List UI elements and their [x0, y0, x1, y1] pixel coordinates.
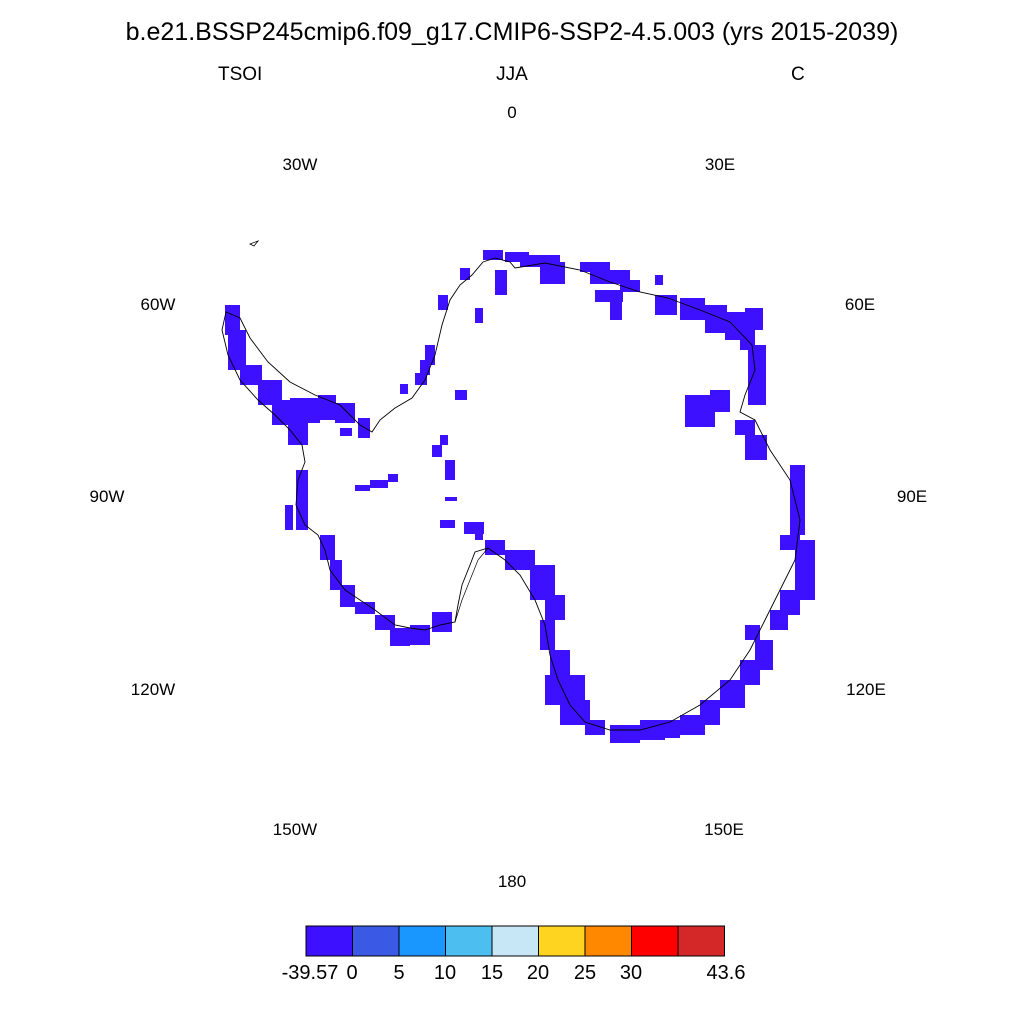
- tsoi-field-cell: [655, 295, 677, 315]
- tsoi-field-cell: [288, 420, 308, 445]
- tsoi-field-cell: [483, 250, 503, 260]
- lon-label-120w: 120W: [130, 680, 176, 699]
- tsoi-field-cell: [735, 420, 755, 435]
- tsoi-field-cell: [445, 497, 457, 501]
- lon-label-90e: 90E: [896, 487, 928, 506]
- tsoi-field-cell: [545, 675, 585, 705]
- colorbar-label: 30: [619, 962, 643, 984]
- tsoi-field-cell: [530, 565, 555, 600]
- tsoi-field-cell: [455, 390, 467, 400]
- tsoi-field-cell: [550, 650, 570, 675]
- tsoi-field-cell: [432, 612, 452, 632]
- ross-ice-shelf-outline: [454, 547, 489, 623]
- colorbar-label: 5: [393, 962, 405, 984]
- tsoi-field-cell: [780, 590, 800, 615]
- tsoi-field-cell: [655, 275, 663, 285]
- tsoi-field-cell: [620, 280, 640, 292]
- lon-label-30w: 30W: [282, 155, 318, 174]
- lon-label-150w: 150W: [272, 820, 318, 839]
- tsoi-field-cell: [540, 620, 555, 650]
- tsoi-field-cell: [745, 435, 767, 460]
- lon-label-60e: 60E: [844, 295, 876, 314]
- colorbar-label: 43.6: [706, 962, 746, 984]
- variable-label: TSOI: [218, 64, 263, 85]
- tsoi-field-cell: [545, 595, 565, 620]
- colorbar-label: 25: [573, 962, 597, 984]
- tsoi-field-cell: [748, 345, 766, 405]
- lon-label-150e: 150E: [704, 820, 744, 839]
- tsoi-field-cell: [225, 305, 240, 335]
- tsoi-field-cell: [680, 298, 705, 320]
- tsoi-field-cell: [432, 445, 442, 457]
- tsoi-field-cell: [358, 418, 370, 438]
- colorbar-label: 20: [526, 962, 550, 984]
- tsoi-field-cell: [770, 610, 788, 630]
- tsoi-field-cell: [425, 345, 435, 365]
- tsoi-field-cell: [375, 615, 395, 630]
- colorbar-label: -39.57: [281, 962, 339, 984]
- tsoi-field-layer: [225, 250, 815, 743]
- tsoi-field-cell: [475, 530, 483, 540]
- tsoi-field-cell: [285, 505, 293, 530]
- tsoi-field-cell: [740, 660, 760, 685]
- tsoi-field-cell: [355, 602, 375, 614]
- tsoi-field-cell: [335, 403, 355, 423]
- tsoi-field-cell: [720, 680, 745, 708]
- tsoi-field-cell: [320, 535, 335, 560]
- colorbar-label: 0: [346, 962, 358, 984]
- lon-label-120e: 120E: [846, 680, 886, 699]
- lon-label-60w: 60W: [140, 295, 176, 314]
- lon-label-30e: 30E: [704, 155, 736, 174]
- tsoi-field-cell: [485, 540, 505, 555]
- tsoi-field-cell: [440, 520, 455, 528]
- tsoi-field-cell: [540, 262, 565, 284]
- tsoi-field-cell: [610, 725, 640, 743]
- antarctica-coastline: [221, 257, 801, 731]
- tsoi-field-cell: [680, 715, 705, 735]
- tsoi-field-cell: [340, 428, 352, 436]
- units-label: C: [791, 64, 805, 85]
- tsoi-field-cell: [290, 398, 320, 423]
- antarctic-peninsula-island-outline: [249, 240, 260, 247]
- tsoi-field-cell: [710, 390, 730, 412]
- colorbar-label: 15: [480, 962, 504, 984]
- tsoi-field-cell: [438, 295, 448, 310]
- tsoi-field-cell: [330, 560, 342, 590]
- tsoi-field-cell: [420, 360, 430, 375]
- lon-label-180: 180: [497, 872, 527, 891]
- tsoi-field-cell: [440, 435, 448, 445]
- tsoi-field-cell: [388, 474, 398, 482]
- lon-label-90w: 90W: [89, 487, 125, 506]
- tsoi-field-cell: [795, 540, 815, 600]
- tsoi-field-cell: [745, 308, 763, 330]
- tsoi-field-cell: [460, 268, 470, 280]
- season-label: JJA: [496, 64, 528, 85]
- tsoi-field-cell: [355, 485, 370, 491]
- tsoi-field-cell: [505, 550, 535, 570]
- tsoi-field-cell: [505, 252, 529, 262]
- tsoi-field-cell: [228, 330, 246, 370]
- tsoi-field-cell: [475, 308, 483, 323]
- tsoi-field-cell: [272, 400, 294, 425]
- tsoi-field-cell: [610, 300, 622, 320]
- tsoi-field-cell: [790, 465, 805, 535]
- tsoi-field-cell: [580, 262, 610, 272]
- tsoi-field-cell: [595, 290, 623, 302]
- tsoi-field-cell: [495, 270, 507, 295]
- tsoi-field-cell: [445, 460, 455, 480]
- tsoi-field-cell: [296, 470, 308, 530]
- tsoi-field-cell: [318, 395, 336, 420]
- lon-label-0: 0: [507, 103, 517, 122]
- tsoi-field-cell: [340, 585, 355, 607]
- tsoi-field-cell: [400, 384, 408, 394]
- colorbar-label: 10: [433, 962, 457, 984]
- tsoi-field-cell: [705, 305, 727, 333]
- tsoi-field-cell: [745, 625, 760, 640]
- tsoi-field-cell: [370, 480, 388, 488]
- tsoi-field-cell: [390, 628, 410, 646]
- plot-title: b.e21.BSSP245cmip6.f09_g17.CMIP6-SSP2-4.…: [125, 18, 899, 46]
- tsoi-field-cell: [640, 720, 665, 740]
